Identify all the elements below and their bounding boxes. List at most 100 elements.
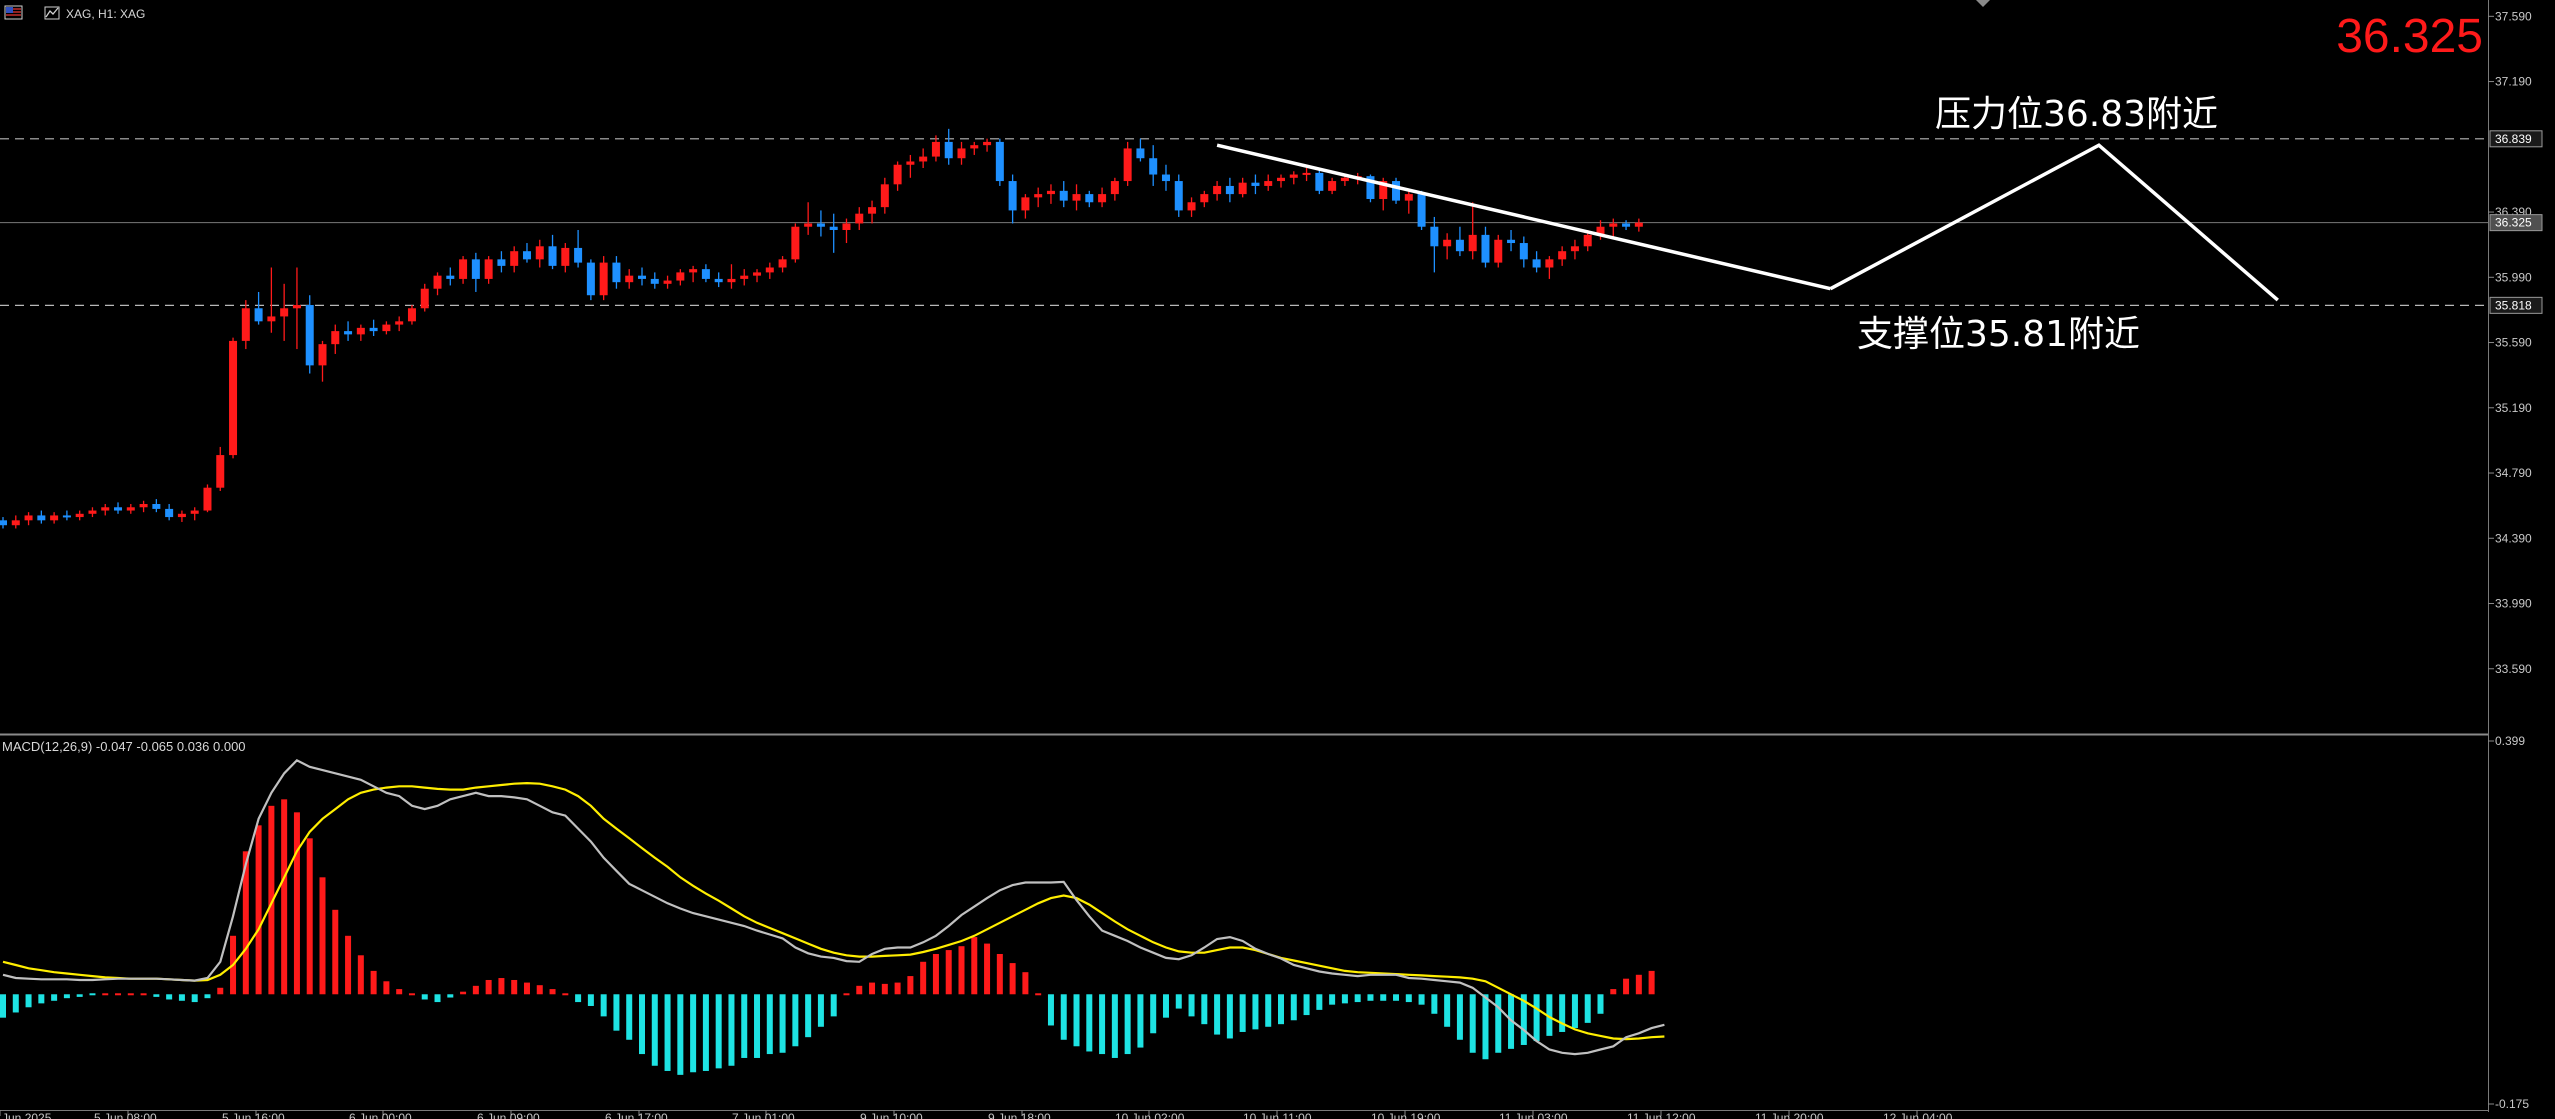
candle[interactable] [75, 510, 84, 521]
candle[interactable] [1238, 177, 1247, 198]
time-axis[interactable]: 4 Jun 2025 5 Jun 08:00 5 Jun 16:00 6 Jun 00… [0, 1110, 2488, 1119]
candle[interactable] [1277, 174, 1285, 188]
candle[interactable] [983, 138, 992, 152]
candle[interactable] [1455, 226, 1464, 257]
candle[interactable] [1123, 141, 1132, 186]
candle[interactable] [101, 504, 110, 516]
candle[interactable] [1046, 184, 1055, 204]
downtrend-line[interactable] [1216, 143, 1831, 291]
candle[interactable] [944, 128, 953, 165]
candle[interactable] [599, 256, 608, 301]
candle[interactable] [765, 262, 774, 279]
price-axis[interactable]: 37.59037.19036.39035.99035.59035.19034.7… [2488, 0, 2543, 1112]
candle[interactable] [50, 512, 59, 524]
candle[interactable] [995, 138, 1004, 186]
candle[interactable] [689, 265, 698, 283]
candle[interactable] [1213, 181, 1222, 201]
candle[interactable] [970, 141, 979, 155]
candle[interactable] [395, 316, 404, 332]
candle[interactable] [535, 239, 544, 268]
candle[interactable] [1366, 174, 1375, 203]
candle[interactable] [638, 267, 646, 286]
candle[interactable] [1315, 168, 1324, 195]
candle[interactable] [701, 264, 710, 283]
candle[interactable] [868, 200, 877, 224]
candle[interactable] [1289, 171, 1298, 185]
candle[interactable] [1558, 246, 1567, 266]
candle[interactable] [842, 218, 851, 244]
candle[interactable] [114, 502, 123, 514]
candle[interactable] [1507, 229, 1516, 252]
chart-type-icon[interactable] [44, 6, 60, 20]
candle[interactable] [791, 223, 800, 263]
candle[interactable] [1328, 177, 1337, 195]
candle[interactable] [625, 269, 634, 289]
candle[interactable] [126, 504, 135, 514]
candle[interactable] [1174, 174, 1183, 217]
candle[interactable] [586, 259, 595, 301]
candle[interactable] [1430, 216, 1439, 273]
candle[interactable] [318, 340, 327, 382]
candle[interactable] [714, 272, 723, 288]
candle[interactable] [804, 202, 813, 235]
candle[interactable] [1404, 190, 1413, 214]
candle[interactable] [1021, 194, 1030, 219]
candle[interactable] [612, 256, 621, 289]
candle[interactable] [522, 243, 531, 263]
candle[interactable] [203, 484, 212, 513]
candle[interactable] [1110, 177, 1119, 201]
projection-line[interactable] [1829, 143, 2279, 302]
candle[interactable] [344, 321, 353, 341]
candle[interactable] [1609, 218, 1618, 237]
candle[interactable] [650, 272, 659, 289]
candle[interactable] [727, 264, 736, 289]
candle[interactable] [1149, 145, 1158, 186]
candle[interactable] [139, 500, 148, 513]
candle[interactable] [165, 504, 174, 521]
candle[interactable] [1059, 181, 1068, 208]
candle[interactable] [1187, 197, 1196, 217]
candle[interactable] [1008, 174, 1017, 224]
candle[interactable] [740, 269, 749, 286]
candle[interactable] [906, 154, 915, 178]
candle[interactable] [778, 256, 787, 273]
candle[interactable] [919, 148, 928, 169]
candle[interactable] [893, 161, 902, 191]
candle[interactable] [356, 324, 365, 341]
candle[interactable] [1468, 202, 1477, 260]
candle[interactable] [1417, 190, 1426, 230]
candle[interactable] [382, 321, 391, 335]
candle[interactable] [484, 256, 493, 284]
candle[interactable] [254, 291, 263, 325]
candle[interactable] [816, 210, 825, 237]
candle[interactable] [88, 507, 97, 518]
candle[interactable] [433, 272, 442, 296]
candle[interactable] [1161, 164, 1170, 191]
candle[interactable] [280, 283, 289, 341]
candle[interactable] [1532, 251, 1541, 273]
candle[interactable] [880, 177, 889, 214]
candle[interactable] [37, 510, 46, 524]
candle[interactable] [1225, 177, 1234, 203]
candle[interactable] [1570, 239, 1579, 260]
candle[interactable] [305, 295, 314, 374]
candle[interactable] [1481, 226, 1490, 268]
candle[interactable] [1494, 234, 1503, 268]
candle[interactable] [152, 499, 161, 513]
candle[interactable] [497, 251, 506, 273]
candle[interactable] [1098, 187, 1107, 208]
candle[interactable] [676, 269, 685, 286]
candle[interactable] [510, 246, 519, 273]
candle[interactable] [753, 269, 762, 283]
candle[interactable] [24, 512, 33, 526]
candle[interactable] [177, 510, 186, 522]
candle[interactable] [1072, 184, 1081, 211]
candle[interactable] [1622, 220, 1631, 230]
candle[interactable] [11, 515, 20, 529]
candle[interactable] [407, 305, 416, 325]
candle[interactable] [0, 517, 7, 529]
candle[interactable] [216, 446, 225, 491]
candle[interactable] [241, 300, 250, 350]
candle[interactable] [829, 213, 838, 253]
candle[interactable] [1443, 233, 1452, 260]
